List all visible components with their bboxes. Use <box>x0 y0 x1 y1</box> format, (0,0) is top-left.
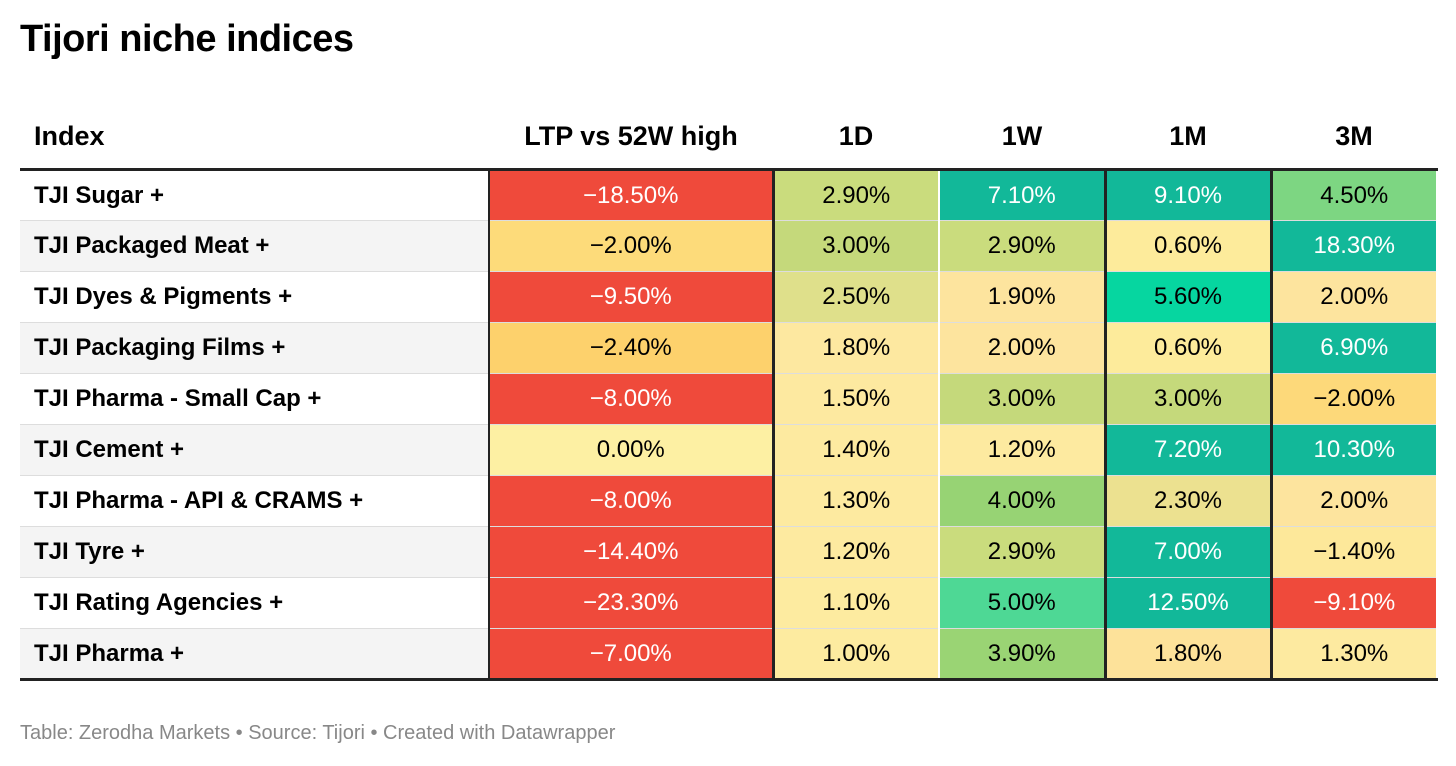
index-name-cell: TJI Tyre + <box>20 526 490 578</box>
column-header-ltp: LTP vs 52W high <box>489 104 773 171</box>
cell-ltp-vs-52w-high: −7.00% <box>489 628 775 681</box>
table-row: TJI Rating Agencies + −23.30% 1.10% 5.00% 12… <box>20 577 1438 629</box>
cell-ltp-vs-52w-high: −14.40% <box>489 526 775 578</box>
index-name-cell: TJI Packaging Films + <box>20 322 490 374</box>
cell-1m: 0.60% <box>1103 322 1272 374</box>
cell-ltp-vs-52w-high: −23.30% <box>489 577 775 629</box>
cell-ltp-vs-52w-high: 0.00% <box>489 424 775 476</box>
cell-1d: 1.30% <box>771 475 940 527</box>
cell-1m: 9.10% <box>1103 169 1272 221</box>
cell-3m: −2.00% <box>1269 373 1438 425</box>
cell-1d: 1.00% <box>771 628 940 681</box>
index-name-cell: TJI Rating Agencies + <box>20 577 490 629</box>
cell-ltp-vs-52w-high: −2.40% <box>489 322 775 374</box>
table-row: TJI Sugar + −18.50% 2.90% 7.10% 9.10% 4.50% <box>20 169 1438 221</box>
table-row: TJI Tyre + −14.40% 1.20% 2.90% 7.00% −1.40% <box>20 526 1438 578</box>
table-row: TJI Pharma - Small Cap + −8.00% 1.50% 3.00%… <box>20 373 1438 425</box>
index-name-cell: TJI Cement + <box>20 424 490 476</box>
table-row: TJI Pharma - API & CRAMS + −8.00% 1.30% 4.0… <box>20 475 1438 527</box>
cell-ltp-vs-52w-high: −8.00% <box>489 475 775 527</box>
cell-3m: −1.40% <box>1269 526 1438 578</box>
cell-1m: 5.60% <box>1103 271 1272 323</box>
cell-1w: 3.90% <box>938 628 1106 681</box>
table-row: TJI Pharma + −7.00% 1.00% 3.90% 1.80% 1.30% <box>20 628 1438 681</box>
cell-1m: 7.20% <box>1103 424 1272 476</box>
cell-ltp-vs-52w-high: −18.50% <box>489 169 775 221</box>
cell-ltp-vs-52w-high: −2.00% <box>489 220 775 272</box>
chart-title: Tijori niche indices <box>20 18 354 60</box>
cell-3m: 10.30% <box>1269 424 1438 476</box>
cell-1m: 7.00% <box>1103 526 1272 578</box>
cell-1d: 1.40% <box>771 424 940 476</box>
cell-1w: 2.90% <box>938 220 1106 272</box>
cell-1w: 3.00% <box>938 373 1106 425</box>
index-name-cell: TJI Pharma + <box>20 628 490 681</box>
cell-3m: 6.90% <box>1269 322 1438 374</box>
table-row: TJI Packaging Films + −2.40% 1.80% 2.00% 0.6… <box>20 322 1438 374</box>
cell-3m: 2.00% <box>1269 271 1438 323</box>
cell-1w: 2.00% <box>938 322 1106 374</box>
cell-1m: 2.30% <box>1103 475 1272 527</box>
cell-1d: 1.80% <box>771 322 940 374</box>
cell-ltp-vs-52w-high: −8.00% <box>489 373 775 425</box>
table-row: TJI Dyes & Pigments + −9.50% 2.50% 1.90% 5.6… <box>20 271 1438 323</box>
cell-1w: 7.10% <box>938 169 1106 221</box>
heatmap-table: Index LTP vs 52W high 1D 1W 1M 3M TJI Su… <box>20 104 1438 681</box>
column-header-1d: 1D <box>773 104 939 171</box>
cell-ltp-vs-52w-high: −9.50% <box>489 271 775 323</box>
cell-3m: 18.30% <box>1269 220 1438 272</box>
table-body: TJI Sugar + −18.50% 2.90% 7.10% 9.10% 4.50% TJ… <box>20 169 1438 681</box>
table-row: TJI Cement +0.00% 1.40% 1.20% 7.20% 10.30% <box>20 424 1438 476</box>
column-header-1w: 1W <box>939 104 1105 171</box>
index-name-cell: TJI Packaged Meat + <box>20 220 490 272</box>
cell-1m: 1.80% <box>1103 628 1272 681</box>
cell-3m: 4.50% <box>1269 169 1438 221</box>
cell-1d: 2.50% <box>771 271 940 323</box>
header-row: Index LTP vs 52W high 1D 1W 1M 3M <box>20 104 1437 171</box>
cell-1w: 1.90% <box>938 271 1106 323</box>
column-header-1m: 1M <box>1105 104 1271 171</box>
index-name-cell: TJI Sugar + <box>20 169 490 221</box>
index-name-cell: TJI Pharma - API & CRAMS + <box>20 475 490 527</box>
chart-footer: Table: Zerodha Markets • Source: Tijori … <box>20 722 616 744</box>
cell-1d: 1.10% <box>771 577 940 629</box>
index-name-cell: TJI Pharma - Small Cap + <box>20 373 490 425</box>
cell-1w: 2.90% <box>938 526 1106 578</box>
cell-1m: 12.50% <box>1103 577 1272 629</box>
cell-1m: 0.60% <box>1103 220 1272 272</box>
column-header-3m: 3M <box>1271 104 1437 171</box>
cell-1d: 1.50% <box>771 373 940 425</box>
cell-3m: −9.10% <box>1269 577 1438 629</box>
cell-1w: 4.00% <box>938 475 1106 527</box>
column-header-index: Index <box>20 104 489 171</box>
cell-1w: 1.20% <box>938 424 1106 476</box>
cell-1d: 1.20% <box>771 526 940 578</box>
table-row: TJI Packaged Meat + −2.00% 3.00% 2.90% 0.60%… <box>20 220 1438 272</box>
cell-1d: 3.00% <box>771 220 940 272</box>
cell-1d: 2.90% <box>771 169 940 221</box>
cell-1w: 5.00% <box>938 577 1106 629</box>
index-name-cell: TJI Dyes & Pigments + <box>20 271 490 323</box>
cell-1m: 3.00% <box>1103 373 1272 425</box>
cell-3m: 2.00% <box>1269 475 1438 527</box>
cell-3m: 1.30% <box>1269 628 1438 681</box>
